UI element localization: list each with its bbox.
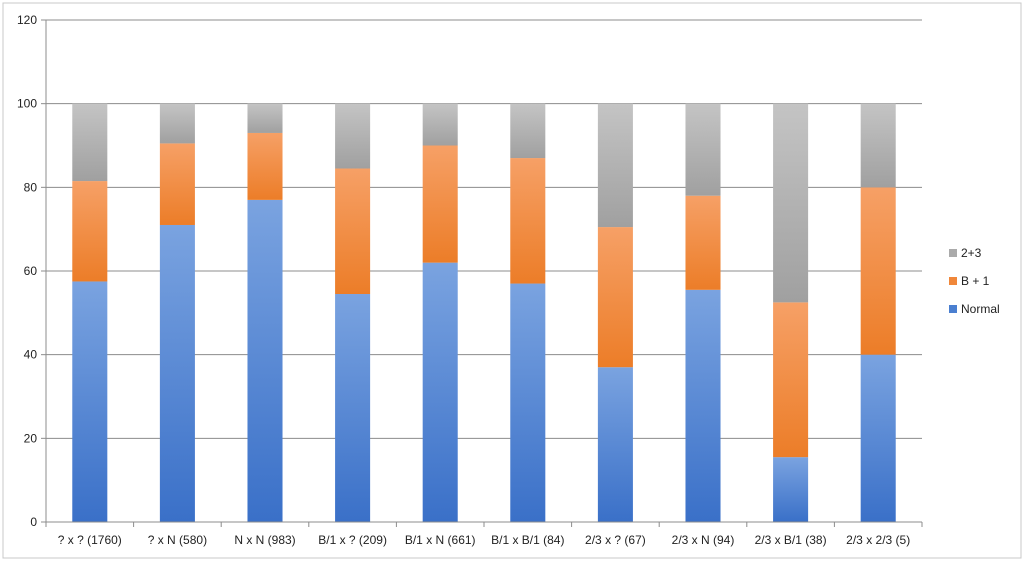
y-tick-label: 100 bbox=[17, 97, 37, 111]
bar-segment-2-3 bbox=[860, 103, 896, 188]
bar-segment-normal bbox=[510, 283, 546, 522]
bar-segment-normal bbox=[685, 289, 721, 522]
bar-segment-b-1 bbox=[422, 145, 458, 263]
y-tick-label: 60 bbox=[24, 264, 38, 278]
bar-segment-normal bbox=[860, 354, 896, 522]
x-tick-label: 2/3 x 2/3 (5) bbox=[846, 533, 910, 547]
bar-segment-b-1 bbox=[72, 181, 108, 282]
bar-segment-b-1 bbox=[247, 132, 283, 200]
bar-segment-2-3 bbox=[510, 103, 546, 159]
x-tick-label: 2/3 x B/1 (38) bbox=[755, 533, 827, 547]
bar-segment-2-3 bbox=[685, 103, 721, 196]
legend-swatch bbox=[949, 277, 957, 285]
bar-segment-normal bbox=[422, 262, 458, 522]
y-tick-label: 120 bbox=[17, 13, 37, 27]
y-tick-label: 80 bbox=[24, 180, 38, 194]
x-axis-ticks: ? x ? (1760) ? x N (580) N x N (983) B/1 x … bbox=[45, 522, 923, 547]
y-tick-label: 40 bbox=[24, 348, 38, 362]
bar-segment-b-1 bbox=[773, 302, 809, 458]
bar-segment-b-1 bbox=[685, 195, 721, 290]
bar-segment-normal bbox=[159, 224, 195, 522]
y-axis-ticks: 0 20 40 60 80 100 120 bbox=[17, 13, 46, 529]
bar-segment-2-3 bbox=[773, 103, 809, 303]
x-tick-label: 2/3 x N (94) bbox=[672, 533, 735, 547]
bar-segment-2-3 bbox=[597, 103, 633, 228]
bars bbox=[72, 103, 896, 522]
legend-swatch bbox=[949, 305, 957, 313]
x-tick-label: B/1 x B/1 (84) bbox=[491, 533, 564, 547]
bar-segment-b-1 bbox=[335, 168, 371, 295]
bar-segment-2-3 bbox=[247, 103, 283, 133]
bar-segment-normal bbox=[247, 199, 283, 522]
x-tick-label: N x N (983) bbox=[234, 533, 295, 547]
bar-segment-2-3 bbox=[72, 103, 108, 182]
bar-segment-normal bbox=[773, 457, 809, 522]
y-tick-label: 20 bbox=[24, 431, 38, 445]
legend-label: B + 1 bbox=[961, 274, 990, 288]
bar-segment-2-3 bbox=[335, 103, 371, 169]
bar-segment-2-3 bbox=[159, 103, 195, 144]
bar-segment-2-3 bbox=[422, 103, 458, 146]
bar-segment-b-1 bbox=[510, 158, 546, 284]
bar-segment-normal bbox=[72, 281, 108, 522]
bar-segment-normal bbox=[335, 294, 371, 522]
bar-segment-b-1 bbox=[860, 187, 896, 355]
legend-label: 2+3 bbox=[961, 246, 982, 260]
x-tick-label: 2/3 x ? (67) bbox=[585, 533, 646, 547]
bar-segment-b-1 bbox=[597, 227, 633, 368]
x-tick-label: ? x N (580) bbox=[148, 533, 207, 547]
legend: 2+3 B + 1 Normal bbox=[949, 246, 1000, 316]
legend-swatch bbox=[949, 249, 957, 257]
legend-label: Normal bbox=[961, 302, 1000, 316]
bar-segment-b-1 bbox=[159, 143, 195, 225]
x-tick-label: B/1 x N (661) bbox=[405, 533, 476, 547]
x-tick-label: ? x ? (1760) bbox=[58, 533, 122, 547]
y-tick-label: 0 bbox=[30, 515, 37, 529]
bar-segment-normal bbox=[597, 367, 633, 522]
x-tick-label: B/1 x ? (209) bbox=[318, 533, 387, 547]
